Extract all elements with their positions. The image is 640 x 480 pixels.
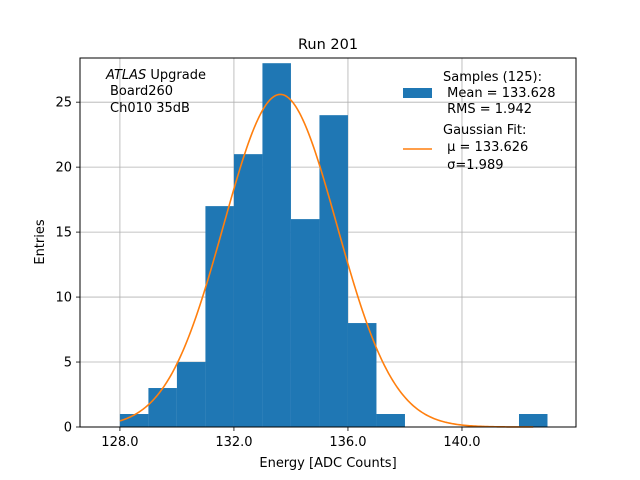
histogram-bar (119, 414, 149, 427)
y-tick-label: 10 (55, 291, 72, 306)
annotation-board: Board260 (110, 84, 173, 99)
y-tick-label: 15 (55, 226, 72, 241)
histogram-bar (290, 219, 320, 427)
svg-text:ATLAS Upgrade: ATLAS Upgrade (105, 68, 206, 83)
legend-fit-line3: σ=1.989 (443, 158, 503, 173)
histogram-bar (205, 206, 234, 427)
histogram-bar (148, 388, 177, 427)
legend-samples-line1: Samples (125): (443, 70, 542, 85)
y-axis-label: Entries (33, 219, 48, 265)
annotation-channel: Ch010 35dB (110, 101, 190, 116)
y-tick-label: 5 (64, 356, 72, 371)
gaussian-fit-curve (119, 93, 534, 428)
annotation-upgrade: Upgrade (146, 68, 206, 83)
y-tick-label: 20 (55, 161, 72, 176)
plot-frame (79, 57, 577, 428)
x-tick-label: 140.0 (443, 435, 480, 450)
y-tick-label: 25 (55, 96, 72, 111)
histogram-bars (119, 63, 548, 428)
histogram-bar (376, 414, 405, 427)
chart-title: Run 201 (298, 37, 358, 53)
annotation: ATLAS Upgrade Board260 Ch010 35dB (105, 68, 206, 116)
x-tick-label: 136.0 (329, 435, 366, 450)
x-tick-label: 128.0 (101, 435, 138, 450)
legend-samples-line3: RMS = 1.942 (443, 102, 532, 117)
x-axis-label: Energy [ADC Counts] (259, 456, 396, 471)
x-tick-label: 132.0 (215, 435, 252, 450)
histogram-bar (319, 115, 348, 428)
histogram-bar (262, 63, 291, 428)
legend-samples-swatch (403, 88, 432, 98)
y-tick-label: 0 (64, 421, 72, 436)
legend-fit-line1: Gaussian Fit: (443, 123, 526, 138)
histogram-bar (233, 154, 263, 427)
legend-samples-line2: Mean = 133.628 (443, 86, 555, 101)
legend-fit-line2: μ = 133.626 (443, 140, 528, 155)
annotation-atlas: ATLAS (105, 68, 146, 83)
legend: Samples (125): Mean = 133.628 RMS = 1.94… (403, 70, 555, 173)
histogram-bar (176, 362, 206, 427)
histogram-bar (518, 414, 548, 427)
axes: 128.0 132.0 136.0 140.0 0 5 10 15 20 25 (55, 96, 480, 450)
histogram-bar (347, 323, 377, 427)
